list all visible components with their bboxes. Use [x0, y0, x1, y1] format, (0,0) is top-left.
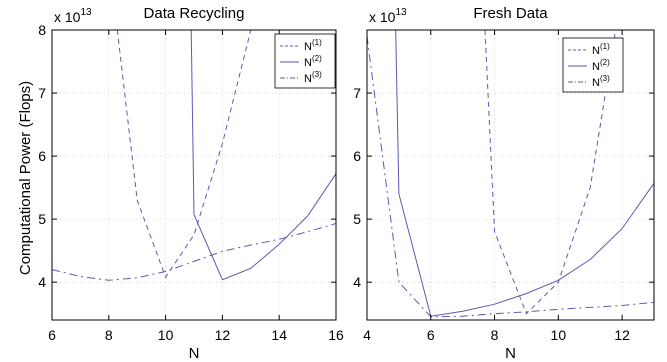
x-tick-label: 4: [363, 327, 371, 343]
x-tick-label: 6: [427, 327, 435, 343]
x-tick-label: 14: [271, 327, 287, 343]
x-tick-label: 8: [105, 327, 113, 343]
plot-frame: [366, 29, 655, 321]
plot-frame: [51, 29, 337, 321]
y-tick-label: 6: [353, 148, 361, 164]
y-tick-label: 8: [38, 22, 46, 38]
y-tick-label: 7: [353, 85, 361, 101]
y-tick-label: 5: [353, 211, 361, 227]
x-tick-label: 16: [328, 327, 344, 343]
x-tick-label: 12: [215, 327, 231, 343]
series-line-n1: [116, 30, 288, 279]
series-line-n2: [395, 30, 654, 317]
y-axis-label: Computational Power (Flops): [17, 81, 34, 275]
series-line-n2: [190, 30, 336, 281]
x-axis-label: N: [189, 345, 200, 362]
x-tick-label: 12: [614, 327, 630, 343]
y-tick-label: 7: [38, 85, 46, 101]
series-line-n3: [367, 36, 654, 318]
chart-title: Fresh Data: [473, 5, 548, 22]
y-tick-label: 4: [38, 274, 46, 290]
y-tick-label: 5: [38, 211, 46, 227]
y-tick-label: 4: [353, 274, 361, 290]
x-axis-label: N: [505, 345, 516, 362]
series-line-n3: [52, 223, 336, 281]
legend: N(1)N(2)N(3): [562, 37, 624, 93]
x-tick-label: 10: [551, 327, 567, 343]
chart-title: Data Recycling: [144, 5, 245, 22]
x-tick-label: 10: [158, 327, 174, 343]
series-line-n1: [484, 30, 617, 315]
y-tick-label: 6: [38, 148, 46, 164]
legend: N(1)N(2)N(3): [274, 33, 336, 89]
x-tick-label: 8: [491, 327, 499, 343]
x-tick-label: 6: [48, 327, 56, 343]
